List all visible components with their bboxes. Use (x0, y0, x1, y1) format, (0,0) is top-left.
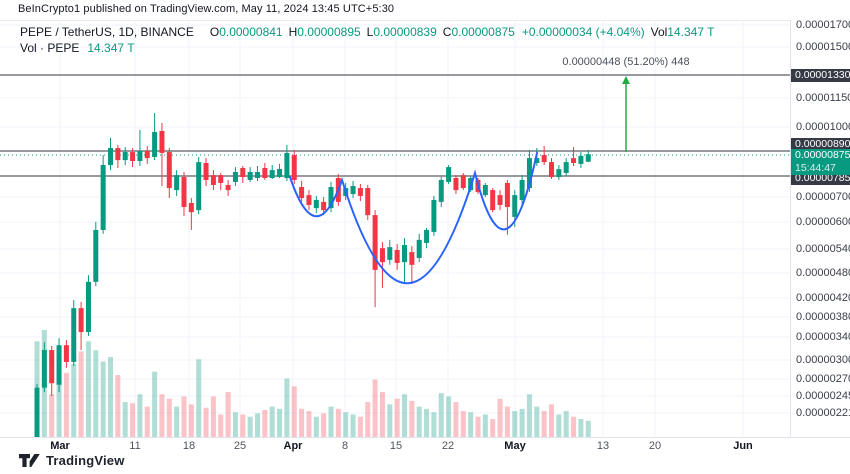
resistance-price-badge[interactable]: 0.00000890 (791, 138, 850, 151)
last-price-badge: 0.00000875 (791, 149, 850, 162)
volume-indicator-legend[interactable]: Vol · PEPE 14.347 T (20, 41, 135, 55)
ohlc-low-key: L (366, 25, 374, 39)
time-axis-label: 15 (389, 440, 403, 452)
time-axis-label: 20 (648, 440, 662, 452)
price-axis-label: 0.00000340 (796, 331, 850, 343)
attribution: BeInCrypto1 published on TradingView.com… (18, 3, 395, 15)
grid-layer (0, 20, 790, 437)
time-axis-label: Jun (733, 440, 753, 452)
price-axis-label: 0.00000245 (796, 390, 850, 402)
price-axis-label: 0.00000420 (796, 292, 850, 304)
time-axis-label: Mar (50, 440, 70, 452)
ohlc-low-value: 0.00000839 (373, 25, 437, 39)
volume-layer (34, 330, 591, 437)
level-lines-layer[interactable] (0, 74, 790, 177)
header-divider (0, 20, 850, 21)
ohlc-close-key: C (442, 25, 452, 39)
time-axis[interactable]: Mar 11 18 25 Apr 8 15 22 May 13 20 Jun (0, 437, 850, 454)
time-axis-label: 11 (129, 440, 141, 452)
ohlc-high-value: 0.00000895 (297, 25, 361, 39)
time-axis-label: Apr (283, 440, 303, 452)
time-axis-label: May (504, 440, 526, 452)
vol-value: 14.347 T (667, 25, 715, 39)
measure-label[interactable]: 0.00000448 (51.20%) 448 (562, 56, 690, 68)
symbol-title: PEPE / TetherUS, 1D, BINANCE (20, 25, 194, 39)
price-axis-label: 0.00001150 (796, 92, 850, 104)
volume-indicator-title: Vol · PEPE (20, 41, 80, 55)
price-axis-label: 0.00000270 (796, 373, 850, 385)
time-axis-label: 8 (341, 440, 349, 452)
change-value: +0.00000034 (+4.04%) (521, 25, 645, 39)
ohlc-open-value: 0.00000841 (219, 25, 283, 39)
price-axis-label: 0.00000700 (796, 191, 850, 203)
vol-key: Vol (650, 25, 668, 39)
chart-canvas[interactable] (0, 0, 850, 437)
time-axis-label: 13 (596, 440, 610, 452)
tradingview-logo-text: TradingView (46, 453, 125, 468)
tradingview-logo-icon (19, 454, 40, 467)
ohlc-close-value: 0.00000875 (451, 25, 515, 39)
price-axis-label: 0.00000380 (796, 311, 850, 323)
time-axis-label: 22 (441, 440, 455, 452)
price-axis-label: 0.00000600 (796, 216, 850, 228)
time-axis-label: 18 (182, 440, 196, 452)
measure-arrow[interactable] (622, 76, 630, 152)
ohlc-open-key: O (209, 25, 220, 39)
candle-countdown-badge: 15:44:47 (791, 162, 850, 175)
price-axis-label: 0.00000480 (796, 267, 850, 279)
price-axis-label: 0.00001000 (796, 121, 850, 133)
price-axis[interactable]: 0.00001700 0.00001500 0.00001150 0.00001000… (790, 19, 850, 452)
price-axis-label: 0.00001700 (796, 19, 850, 31)
tradingview-logo[interactable]: TradingView (19, 453, 125, 468)
symbol-legend[interactable]: PEPE / TetherUS, 1D, BINANCE O0.00000841 H… (20, 25, 714, 39)
target-price-badge[interactable]: 0.00001330 (791, 69, 850, 82)
ohlc-high-key: H (288, 25, 298, 39)
price-axis-label: 0.00000221 (796, 407, 850, 419)
time-axis-label: 25 (233, 440, 247, 452)
price-axis-label: 0.00001500 (796, 41, 850, 53)
support-price-badge[interactable]: 0.00000785 (791, 172, 850, 185)
volume-indicator-value: 14.347 T (87, 41, 135, 55)
pattern-curve[interactable] (289, 152, 538, 285)
price-axis-label: 0.00000540 (796, 243, 850, 255)
price-axis-label: 0.00000300 (796, 354, 850, 366)
